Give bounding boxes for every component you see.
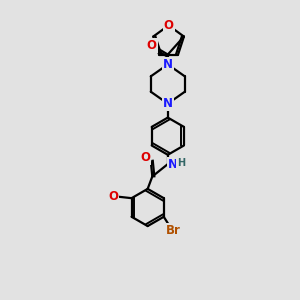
Text: H: H <box>177 158 185 167</box>
Text: O: O <box>147 39 157 52</box>
Text: N: N <box>167 158 178 171</box>
Text: O: O <box>140 152 150 164</box>
Text: N: N <box>163 97 173 110</box>
Text: O: O <box>108 190 118 202</box>
Text: O: O <box>164 19 174 32</box>
Text: Br: Br <box>166 224 181 237</box>
Text: N: N <box>163 58 173 71</box>
